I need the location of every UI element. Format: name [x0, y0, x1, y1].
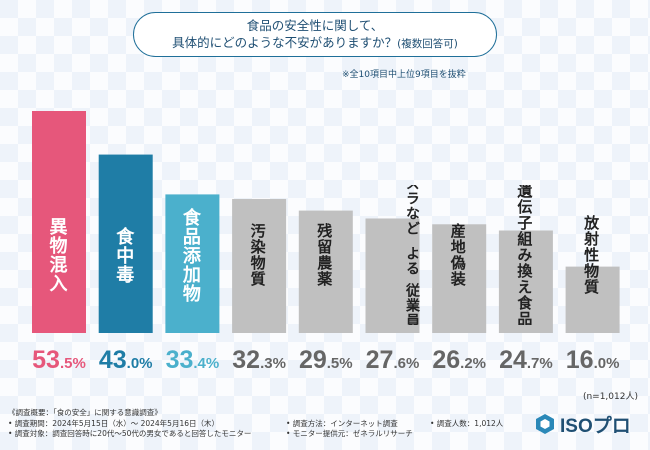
question-line-2: 具体的にどのような不安がありますか？(複数回答可): [134, 34, 496, 53]
survey-title: 《調査概要：「食の安全」に関する意識調査》: [8, 408, 162, 417]
category-label-line: 異物混入: [48, 217, 68, 293]
value-label-2: 43.0%: [99, 346, 153, 374]
category-label-line: イタズラなど: [404, 185, 420, 237]
category-label-line: 遺伝子組み換え食品: [515, 185, 534, 325]
bar-label-9: 放射性物質: [582, 185, 603, 325]
sample-size: (n=1,012人): [582, 392, 638, 402]
category-label-line: 産地偽装: [448, 223, 467, 287]
category-label-line: よる: [404, 245, 420, 276]
value-label-5: 29.5%: [299, 346, 353, 374]
survey-footer: 《調査概要：「食の安全」に関する意識調査》 • 調査期間：2024年5月15日（…: [8, 408, 650, 448]
category-label: 放射性物質: [582, 185, 603, 325]
bar-6: [365, 218, 420, 333]
category-label: 汚染物質: [249, 185, 270, 325]
bar-label-2: 食中毒: [115, 185, 136, 325]
bar-label-8: 遺伝子組み換え食品: [515, 185, 536, 325]
isopro-logo: ISOプロ: [534, 410, 646, 438]
bar-label-7: 産地偽装: [449, 185, 470, 325]
bar-3: [165, 194, 220, 333]
bar-5: [298, 210, 353, 333]
value-label-6: 27.6%: [366, 346, 420, 374]
value-label-7: 26.2%: [432, 346, 486, 374]
survey-target: • 調査対象：調査回答時に20代～50代の男女であると回答したモニター: [8, 429, 252, 438]
subnote: ※全10項目中上位9項目を抜粋: [342, 70, 466, 80]
bar-label-4: 汚染物質: [249, 185, 270, 325]
bar-4: [232, 198, 287, 333]
category-label: 食中毒: [115, 185, 136, 325]
bar-9: [565, 266, 620, 333]
category-label: 従業員・客に よる イタズラなど: [365, 185, 420, 325]
logo-text: ISOプロ: [560, 415, 631, 437]
category-label-line: 残留農薬: [315, 223, 334, 287]
category-label-line: 食品添加物: [181, 207, 201, 303]
bar-label-5: 残留農薬: [315, 185, 336, 325]
question-note: (複数回答可): [397, 38, 458, 50]
question-text: 具体的にどのような不安がありますか？: [172, 35, 398, 50]
value-label-3: 33.4%: [166, 346, 220, 374]
survey-period: • 調査期間：2024年5月15日（水）～ 2024年5月16日（木）: [8, 418, 219, 428]
bar-2: [98, 154, 153, 333]
question-line-1: 食品の安全性に関して、: [246, 18, 384, 33]
question-box: 食品の安全性に関して、 具体的にどのような不安がありますか？(複数回答可): [133, 12, 497, 57]
bar-1: [32, 111, 86, 333]
value-label-4: 32.3%: [232, 346, 286, 374]
hexagon-logo-icon: [536, 414, 554, 434]
category-label-line: 食中毒: [115, 226, 135, 284]
category-label: 遺伝子組み換え食品: [515, 185, 536, 325]
bar-8: [498, 230, 553, 333]
value-label-9: 16.0%: [566, 346, 620, 374]
bar-label-3: 食品添加物: [182, 185, 203, 325]
survey-respondents: • 調査人数：1,012人: [430, 418, 504, 428]
category-label: 産地偽装: [449, 185, 470, 325]
category-label-line: 従業員・客に: [403, 283, 420, 325]
bar-chart: 異物混入 53.5% 食中毒 43.0% 食品添加物 33.4% 汚染物質 32.3% 残留農薬…: [32, 111, 620, 374]
value-label-8: 24.7%: [499, 346, 553, 374]
survey-provider: • モニター提供元：ゼネラルリサーチ: [286, 429, 413, 438]
bar-label-6: 従業員・客に よる イタズラなど: [365, 185, 420, 325]
category-label-line: 放射性物質: [582, 215, 601, 295]
category-label: 異物混入: [49, 185, 70, 325]
value-label-1: 53.5%: [32, 346, 86, 374]
bar-7: [432, 224, 487, 333]
category-label: 残留農薬: [315, 185, 336, 325]
category-label-line: 汚染物質: [248, 223, 267, 287]
survey-method: • 調査方法：インターネット調査: [286, 418, 398, 428]
bar-label-1: 異物混入: [49, 185, 70, 325]
category-label: 食品添加物: [182, 185, 203, 325]
